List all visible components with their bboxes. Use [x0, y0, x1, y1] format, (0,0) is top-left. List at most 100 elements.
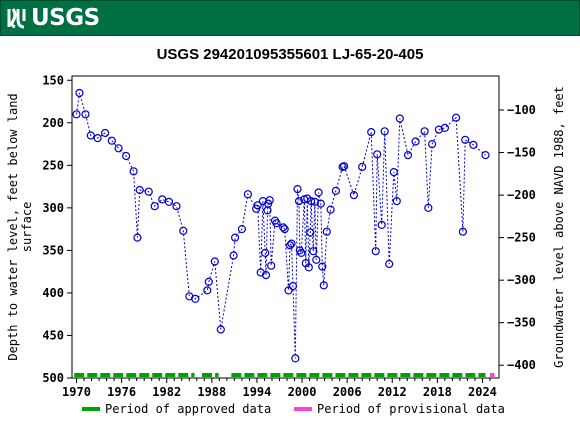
data-point [481, 150, 490, 160]
right-tick-label: −300 [507, 273, 536, 287]
data-point [340, 162, 349, 171]
x-tick-label: 1994 [242, 385, 271, 399]
data-point [395, 114, 404, 123]
data-point [204, 277, 213, 286]
data-point [304, 263, 313, 272]
legend: Period of approved data Period of provis… [82, 402, 505, 416]
data-point [158, 195, 167, 204]
data-point [164, 197, 174, 206]
right-axis: −100 −150 −200 −250 −300 −350 −400 [499, 103, 536, 372]
data-point [107, 136, 116, 145]
data-point [424, 203, 433, 212]
data-point [210, 257, 219, 266]
x-axis: 1970 1976 1982 1988 1994 2000 2006 2012 2018 2024 [62, 378, 497, 399]
data-point [179, 226, 188, 235]
data-point [319, 281, 328, 290]
data-point [440, 123, 449, 133]
data-point [191, 294, 200, 303]
left-axis-label-line2: surface [20, 202, 34, 253]
data-point [172, 202, 181, 211]
data-point [293, 185, 302, 194]
data-point [377, 220, 386, 229]
data-point [434, 125, 443, 134]
data-point [261, 271, 271, 280]
data-point [392, 197, 401, 206]
left-tick-label: 250 [42, 158, 64, 172]
data-point [306, 228, 315, 237]
data-point [114, 144, 123, 153]
data-point [411, 137, 420, 146]
data-point [316, 199, 325, 208]
data-point [72, 110, 81, 119]
left-tick-label: 150 [42, 73, 64, 87]
x-tick-label: 1988 [197, 385, 226, 399]
data-point [420, 127, 429, 136]
data-point [267, 261, 276, 270]
x-tick-label: 2000 [288, 385, 317, 399]
data-point [265, 196, 274, 205]
data-point [294, 197, 304, 206]
right-tick-label: −200 [507, 188, 536, 202]
data-point [297, 248, 306, 257]
data-point [380, 127, 389, 136]
left-tick-label: 400 [42, 286, 64, 300]
x-tick-label: 2006 [333, 385, 362, 399]
data-point [75, 88, 84, 98]
data-point [237, 225, 246, 234]
groundwater-chart: USGS 294201095355601 LJ-65-20-405 150 200… [6, 46, 566, 416]
left-tick-label: 450 [42, 328, 64, 342]
data-point [314, 188, 323, 197]
data-point [272, 219, 281, 228]
data-connector-line [76, 92, 486, 359]
data-point [280, 225, 289, 234]
data-point [287, 239, 296, 248]
plot-frame [71, 75, 500, 379]
data-point [458, 227, 467, 236]
data-point [307, 197, 316, 206]
data-point [358, 162, 367, 172]
left-tick-label: 200 [42, 116, 64, 130]
data-point [203, 286, 212, 295]
data-point [322, 227, 331, 236]
data-point [469, 140, 478, 150]
data-point [326, 205, 335, 214]
legend-approved-label: Period of approved data [105, 402, 271, 416]
data-point [100, 128, 110, 138]
data-point [349, 191, 358, 200]
data-point [121, 151, 131, 161]
usgs-logo[interactable]: USGS [7, 6, 100, 30]
data-point [150, 202, 159, 211]
left-axis: 150 200 250 300 350 400 450 500 [42, 73, 72, 385]
usgs-logo-text: USGS [31, 5, 100, 31]
data-point [135, 185, 144, 195]
data-point [318, 262, 327, 271]
data-point [231, 233, 240, 242]
data-point [261, 248, 270, 257]
data-point [461, 135, 470, 144]
data-point [389, 168, 398, 177]
data-point [385, 259, 394, 269]
data-point [309, 247, 318, 256]
data-point [144, 187, 153, 196]
x-tick-label: 1982 [152, 385, 181, 399]
x-tick-label: 2024 [468, 385, 497, 399]
x-tick-label: 2012 [378, 385, 407, 399]
right-tick-label: −400 [507, 358, 536, 372]
data-point [367, 127, 376, 137]
right-tick-label: −100 [507, 103, 536, 117]
left-axis-label-line1: Depth to water level, feet below land [6, 93, 20, 360]
data-point [310, 197, 319, 206]
data-point [229, 251, 238, 260]
right-tick-label: −150 [507, 146, 536, 160]
right-tick-label: −250 [507, 231, 536, 245]
left-tick-label: 500 [42, 371, 64, 385]
data-point [216, 325, 225, 334]
chart-title: USGS 294201095355601 LJ-65-20-405 [157, 46, 424, 63]
data-point [129, 167, 138, 176]
data-point [373, 150, 382, 159]
x-tick-label: 1970 [62, 385, 91, 399]
data-point [285, 241, 295, 250]
right-axis-label: Groundwater level above NAVD 1988, feet [552, 86, 566, 368]
data-point [243, 190, 252, 199]
data-point [403, 150, 413, 160]
